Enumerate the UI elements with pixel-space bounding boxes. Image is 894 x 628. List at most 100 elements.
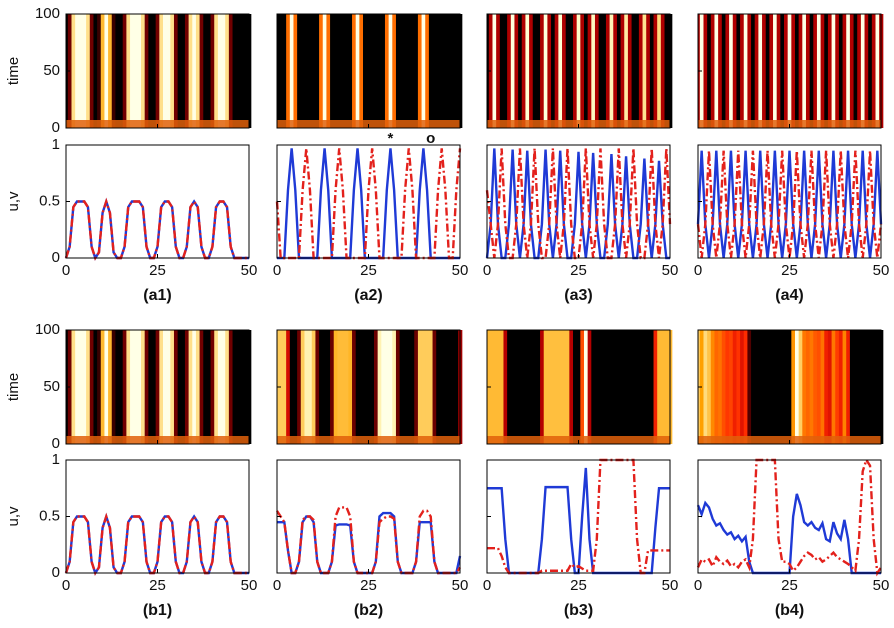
heatmap-cell [602, 14, 607, 128]
x-tick-label: 0 [273, 262, 281, 279]
heatmap-cell [594, 14, 600, 128]
heatmap-cell [104, 330, 109, 444]
heatmap-cell [414, 14, 419, 128]
heatmap-cell [616, 14, 622, 128]
heatmap-cell [820, 14, 825, 128]
heatmap-cell [377, 330, 382, 444]
x-tick-label: 25 [781, 577, 798, 594]
heatmap-cell [875, 330, 880, 444]
heatmap-cell [93, 14, 98, 128]
heatmap-cell [492, 330, 497, 444]
heatmap-cell [359, 330, 364, 444]
heatmap-cell [130, 14, 135, 128]
x-tick-label: 50 [241, 262, 258, 279]
heatmap-cell [417, 14, 423, 128]
heatmap-cell [137, 330, 142, 444]
heatmap-cell [831, 14, 836, 128]
heatmap-cell [373, 330, 379, 444]
heatmap-cell [373, 14, 379, 128]
heatmap-cell [846, 14, 851, 128]
series-line [275, 506, 462, 575]
heatmap-cell [732, 330, 737, 444]
heatmap-cell [71, 330, 76, 444]
heatmap-cell [718, 14, 723, 128]
heatmap-cell [286, 14, 291, 128]
heatmap-cell [232, 14, 237, 128]
heatmap-cell [871, 330, 877, 444]
heatmap-cell [503, 330, 508, 444]
heatmap-cell [583, 14, 589, 128]
heatmap-y-tick-label: 0 [52, 435, 60, 452]
x-tick-label: 25 [570, 262, 587, 279]
heatmap-cell [119, 14, 124, 128]
heatmap-cell [384, 14, 390, 128]
heatmap-cell [743, 14, 748, 128]
heatmap-cell [447, 14, 452, 128]
heatmap-cell [831, 330, 836, 444]
heatmap-cell [780, 330, 785, 444]
heatmap-cell [627, 14, 633, 128]
heatmap-cell [507, 14, 512, 128]
x-tick-label: 50 [662, 262, 679, 279]
heatmap-cell [543, 14, 548, 128]
heatmap-cell [236, 14, 241, 128]
heatmap-cell [421, 330, 426, 444]
heatmap-cell [747, 330, 752, 444]
heatmap-cell [707, 330, 712, 444]
heatmap-cell [311, 14, 316, 128]
heatmap-y-tick-label: 50 [43, 62, 60, 79]
heatmap-cell [370, 14, 375, 128]
heatmap-cell [75, 14, 80, 128]
heatmap-cell [366, 14, 371, 128]
heatmap-cell [496, 14, 501, 128]
panel-label: (a1) [143, 287, 171, 304]
heatmap-cell [352, 14, 357, 128]
heatmap-cell [868, 330, 873, 444]
x-tick-label: 0 [694, 577, 702, 594]
y-tick-label: 0 [52, 249, 60, 266]
heatmap-cell [747, 14, 752, 128]
x-tick-label: 50 [452, 577, 469, 594]
heatmap-cell [525, 330, 530, 444]
heatmap-cell [613, 14, 618, 128]
heatmap-cell [184, 14, 190, 128]
heatmap-cell [842, 330, 847, 444]
heatmap-cell [355, 14, 360, 128]
heatmap-cell [97, 14, 102, 128]
heatmap-cell [192, 330, 197, 444]
heatmap-cell [798, 14, 803, 128]
heatmap-cell [813, 330, 818, 444]
heatmap-cell [341, 14, 346, 128]
y-tick-label: 0.5 [39, 192, 60, 209]
heatmap-cell [333, 14, 338, 128]
heatmap-cell [133, 14, 138, 128]
heatmap-cell [635, 330, 640, 444]
x-tick-label: 25 [781, 262, 798, 279]
heatmap-cell [392, 14, 397, 128]
heatmap-cell [228, 14, 234, 128]
heatmap-cell [576, 14, 581, 128]
heatmap-cell [155, 330, 160, 444]
heatmap-cell [333, 330, 338, 444]
x-tick-label: 0 [62, 262, 70, 279]
heatmap-cell [130, 330, 135, 444]
heatmap-cell [181, 14, 186, 128]
heatmap-cell [562, 330, 567, 444]
heatmap-cell [392, 330, 397, 444]
heatmap-cell [835, 14, 840, 128]
heatmap-cell [122, 330, 127, 444]
x-tick-label: 25 [149, 577, 166, 594]
heatmap-cell [642, 14, 647, 128]
series-line [64, 512, 249, 576]
heatmap-cell [166, 14, 171, 128]
heatmap-cell [315, 14, 320, 128]
heatmap-cell [729, 14, 734, 128]
heatmap-cell [443, 330, 448, 444]
heatmap-cell [751, 14, 756, 128]
heatmap-cell [203, 14, 208, 128]
heatmap-cell [293, 14, 298, 128]
heatmap-cell [344, 14, 349, 128]
heatmap-cell [860, 14, 866, 128]
heatmap-cell [119, 330, 124, 444]
heatmap-cell [381, 330, 386, 444]
